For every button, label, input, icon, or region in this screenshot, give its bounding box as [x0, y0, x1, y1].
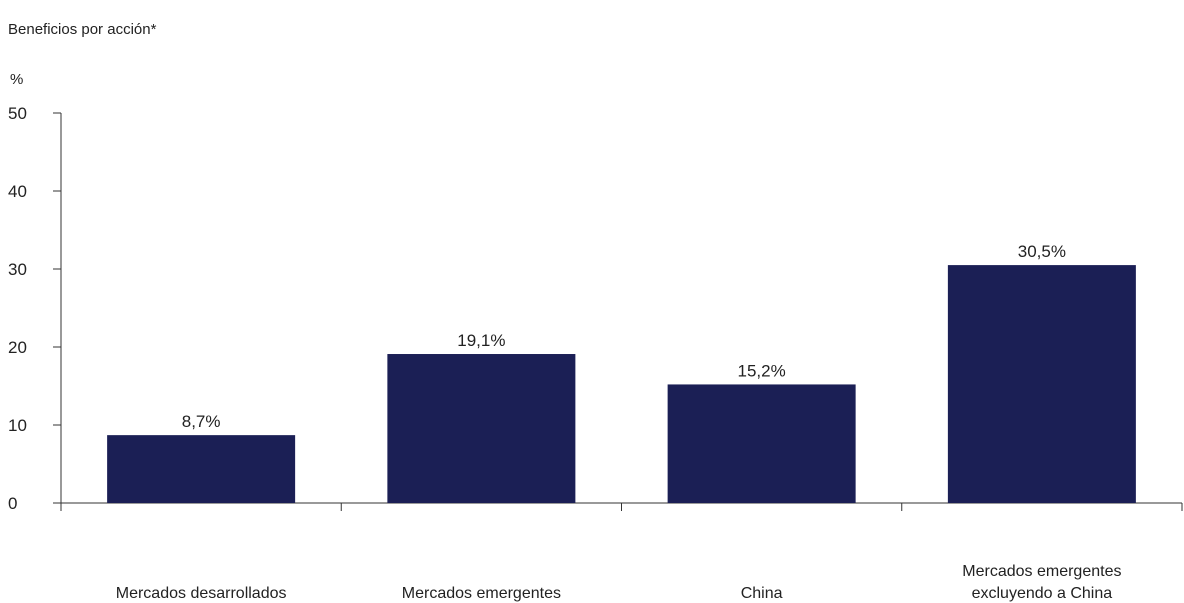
data-label: 30,5%	[1018, 242, 1066, 261]
y-tick-label: 50	[8, 104, 27, 123]
category-label: China	[741, 585, 783, 602]
y-tick-label: 30	[8, 260, 27, 279]
bars	[107, 265, 1136, 503]
data-label: 15,2%	[738, 361, 786, 380]
x-axis	[53, 502, 1183, 511]
bar	[947, 265, 1136, 503]
data-label: 8,7%	[182, 412, 221, 431]
category-label: Mercados emergentes	[962, 563, 1121, 580]
category-label: excluyendo a China	[972, 585, 1113, 602]
data-labels: 8,7% 19,1% 15,2% 30,5%	[182, 242, 1066, 431]
category-label: Mercados emergentes	[402, 585, 561, 602]
y-tick-label: 0	[8, 494, 17, 513]
category-labels: Mercados desarrollados Mercados emergente…	[116, 563, 1122, 602]
y-axis: 0 10 20 30 40 50	[8, 104, 62, 513]
bar	[107, 435, 296, 503]
bar	[667, 384, 856, 503]
chart-title: Beneficios por acción*	[8, 21, 157, 38]
y-tick-label: 40	[8, 182, 27, 201]
category-label: Mercados desarrollados	[116, 585, 287, 602]
bar	[387, 354, 576, 503]
y-axis-unit-label: %	[10, 71, 23, 88]
y-tick-label: 10	[8, 416, 27, 435]
y-tick-label: 20	[8, 338, 27, 357]
data-label: 19,1%	[457, 331, 505, 350]
